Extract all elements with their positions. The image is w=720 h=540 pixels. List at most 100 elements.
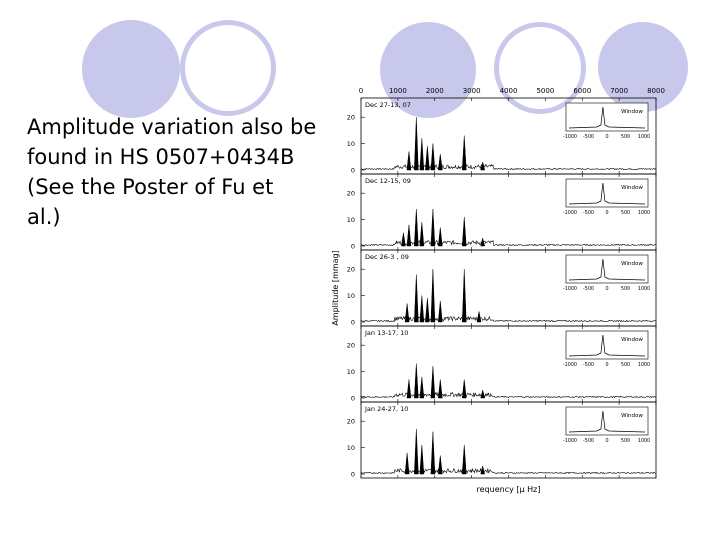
text-line: (See the Poster of Fu et xyxy=(27,175,274,199)
y-axis-label: Amplitude [mmag] xyxy=(331,250,340,325)
window-inset-frame xyxy=(565,102,649,132)
inset-x-tick-label: -500 xyxy=(583,362,594,368)
window-function-line xyxy=(568,334,646,357)
spectrum-peak xyxy=(461,379,467,399)
amplitude-spectrum-figure: 0 1000 2000 3000 4000 5000 6000 7000 8000 0 10 20 De… xyxy=(326,80,692,510)
spectrum-peak xyxy=(414,117,419,171)
decor-circle-1 xyxy=(82,20,180,118)
inset-x-tick-label: -500 xyxy=(583,134,594,140)
decor-circle-5 xyxy=(598,22,688,112)
y-tick-label: 10 xyxy=(347,368,355,376)
x-tick-label-top: 3000 xyxy=(463,87,481,95)
spectrum-peak xyxy=(430,143,436,171)
x-tick-label-top: 6000 xyxy=(573,87,591,95)
spectrum-peak xyxy=(480,162,486,171)
y-tick-label: 10 xyxy=(347,216,355,224)
inset-x-tick-label: -500 xyxy=(583,438,594,444)
spectrum-peak xyxy=(419,222,425,247)
spectrum-peak xyxy=(461,135,467,171)
inset-x-tick-label: 500 xyxy=(621,134,630,140)
spectrum-peak xyxy=(430,269,436,323)
panel-date-label: Jan 13-17, 10 xyxy=(364,329,408,337)
y-tick-label: 0 xyxy=(351,319,355,327)
inset-x-tick-label: 500 xyxy=(621,362,630,368)
text-line: al.) xyxy=(27,205,61,229)
spectrum-peak xyxy=(461,216,467,247)
inset-x-tick-label: 1000 xyxy=(638,438,650,444)
window-label: Window xyxy=(621,185,643,191)
slide-body-text: Amplitude variation also be found in HS … xyxy=(27,112,327,232)
spectrum-peak xyxy=(438,300,443,323)
y-tick-label: 0 xyxy=(351,167,355,175)
window-label: Window xyxy=(621,337,643,343)
panel-date-label: Jan 24-27, 10 xyxy=(364,405,408,413)
inset-x-tick-label: -500 xyxy=(583,210,594,216)
window-label: Window xyxy=(621,413,643,419)
spectrum-noise-line xyxy=(360,163,657,171)
spectrum-peak xyxy=(404,452,410,475)
y-tick-label: 0 xyxy=(351,243,355,251)
window-inset-frame xyxy=(565,330,649,360)
spectrum-peak xyxy=(438,379,443,399)
spectrum-peak xyxy=(480,466,486,475)
inset-x-tick-label: 1000 xyxy=(638,362,650,368)
spectrum-noise-line xyxy=(360,467,657,475)
spectrum-peak xyxy=(437,154,443,171)
spectrum-peak xyxy=(438,227,443,247)
spectrum-peak xyxy=(414,209,419,247)
spectrum-peak xyxy=(419,376,425,399)
spectrum-peak xyxy=(461,269,467,323)
spectrum-peak xyxy=(425,146,430,171)
spectrum-peak xyxy=(425,298,430,323)
inset-x-tick-label: 1000 xyxy=(638,134,650,140)
figure-svg: 0 1000 2000 3000 4000 5000 6000 7000 800001020De… xyxy=(331,87,665,494)
spectrum-peak xyxy=(414,274,419,323)
window-inset-frame xyxy=(565,406,649,436)
spectrum-peak xyxy=(419,444,425,475)
x-tick-label-top: 1000 xyxy=(389,87,407,95)
inset-x-tick-label: 0 xyxy=(605,362,608,368)
spectrum-peak xyxy=(438,455,443,475)
inset-x-tick-label: 500 xyxy=(621,210,630,216)
decor-circle-2 xyxy=(180,20,276,116)
panel-date-label: Dec 26-3 , 09 xyxy=(365,253,409,261)
y-tick-label: 0 xyxy=(351,395,355,403)
window-function-line xyxy=(568,182,646,205)
spectrum-peak xyxy=(480,390,486,399)
panel-date-label: Dec 27-13, 07 xyxy=(365,101,411,109)
inset-x-tick-label: -500 xyxy=(583,286,594,292)
inset-x-tick-label: 500 xyxy=(621,286,630,292)
window-label: Window xyxy=(621,261,643,267)
inset-x-tick-label: -1000 xyxy=(563,362,577,368)
spectrum-peak xyxy=(480,238,486,247)
x-tick-label-top: 8000 xyxy=(647,87,665,95)
x-tick-label-top: 5000 xyxy=(536,87,554,95)
spectrum-peak xyxy=(419,295,425,323)
inset-x-tick-label: 1000 xyxy=(638,210,650,216)
inset-x-tick-label: -1000 xyxy=(563,134,577,140)
spectrum-peak xyxy=(419,138,425,171)
inset-x-tick-label: -1000 xyxy=(563,438,577,444)
spectrum-peak xyxy=(406,379,412,399)
inset-x-tick-label: 0 xyxy=(605,210,608,216)
spectrum-peak xyxy=(461,444,467,475)
spectrum-peak xyxy=(414,429,419,475)
inset-x-tick-label: -1000 xyxy=(563,210,577,216)
spectrum-peak xyxy=(430,431,436,475)
inset-x-tick-label: 0 xyxy=(605,438,608,444)
x-tick-label-top: 0 xyxy=(359,87,363,95)
inset-x-tick-label: 500 xyxy=(621,438,630,444)
spectrum-peak xyxy=(414,363,419,399)
y-tick-label: 20 xyxy=(347,114,355,122)
window-function-line xyxy=(568,410,646,433)
spectrum-peak xyxy=(476,311,482,323)
y-tick-label: 20 xyxy=(347,266,355,274)
y-tick-label: 20 xyxy=(347,190,355,198)
window-label: Window xyxy=(621,109,643,115)
inset-x-tick-label: 0 xyxy=(605,134,608,140)
spectrum-peak xyxy=(401,232,406,247)
spectrum-noise-line xyxy=(360,391,657,399)
window-function-line xyxy=(568,106,646,129)
x-tick-label-top: 2000 xyxy=(426,87,444,95)
panel-date-label: Dec 12-15, 09 xyxy=(365,177,411,185)
